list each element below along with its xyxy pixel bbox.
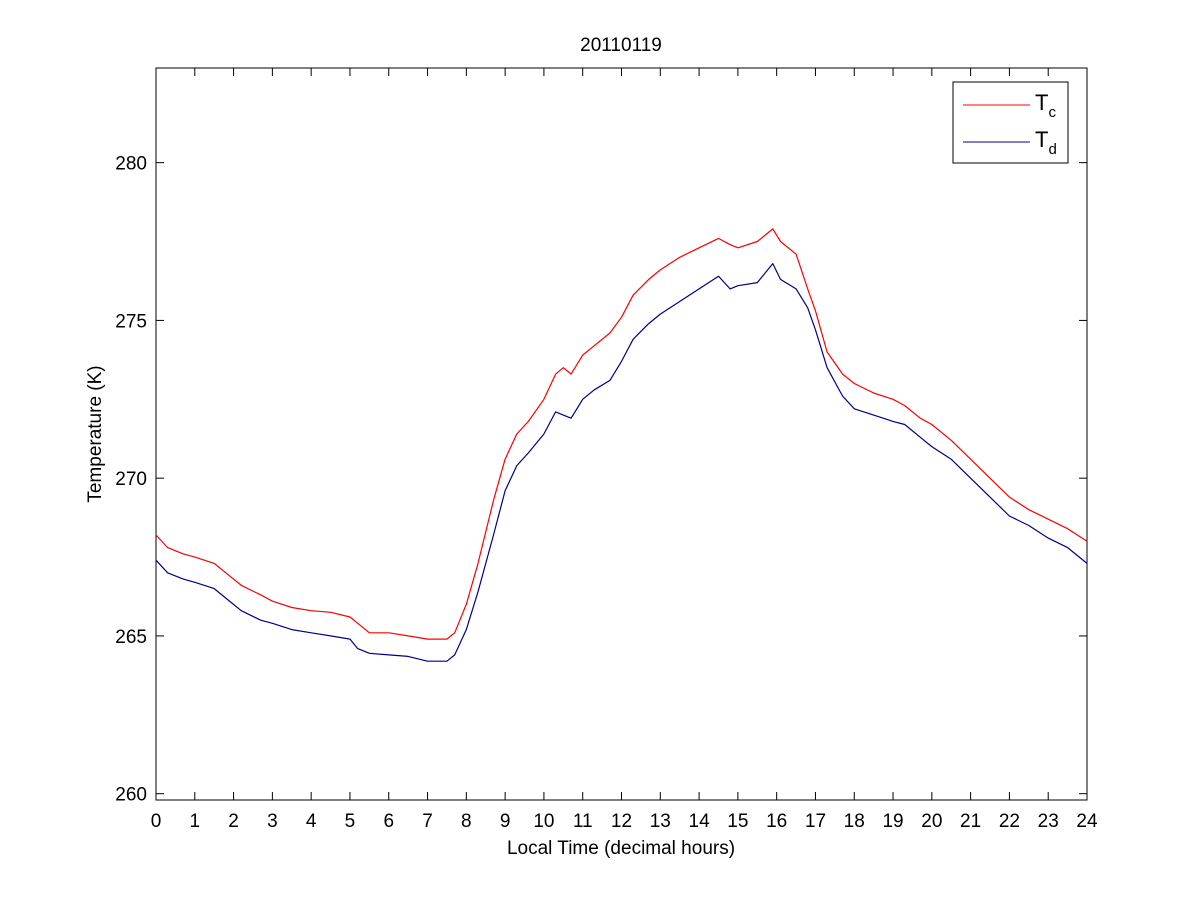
x-tick-label: 3 [267, 811, 278, 832]
x-tick-label: 14 [689, 811, 711, 832]
x-tick-label: 12 [611, 811, 632, 832]
x-tick-label: 0 [151, 811, 162, 832]
series-layer [155, 228, 1088, 662]
legend-label-tc-main: T [1035, 90, 1048, 115]
x-tick-label: 19 [882, 811, 903, 832]
legend: Tc Td [952, 81, 1069, 164]
x-tick-label: 17 [805, 811, 826, 832]
chart-title: 20110119 [580, 35, 662, 56]
x-tick-label: 6 [383, 811, 394, 832]
x-tick-label: 15 [727, 811, 748, 832]
series-line-tc [155, 228, 1088, 640]
x-tick-label: 16 [766, 811, 787, 832]
legend-box [952, 81, 1069, 164]
x-tick-label: 11 [573, 811, 593, 832]
x-tick-label: 18 [844, 811, 865, 832]
x-tick-label: 8 [461, 811, 472, 832]
y-tick-label: 275 [115, 311, 147, 332]
x-tick-label: 2 [228, 811, 239, 832]
legend-label-td-main: T [1035, 127, 1048, 152]
x-tick-label: 24 [1076, 811, 1098, 832]
x-tick-label: 20 [921, 811, 942, 832]
legend-label-td: Td [1035, 127, 1057, 158]
series-line-td [155, 263, 1088, 662]
x-tick-label: 7 [422, 811, 433, 832]
legend-label-tc: Tc [1035, 90, 1056, 121]
legend-label-tc-subscript: c [1048, 104, 1056, 121]
x-tick-label: 21 [960, 811, 981, 832]
y-tick-label: 280 [115, 154, 147, 175]
x-tick-label: 9 [500, 811, 511, 832]
x-tick-label: 23 [1038, 811, 1059, 832]
x-tick-label: 13 [650, 811, 671, 832]
y-tick-label: 265 [115, 627, 147, 648]
legend-label-td-subscript: d [1048, 141, 1056, 158]
y-tick-label: 260 [115, 785, 147, 806]
x-tick-label: 1 [190, 811, 201, 832]
x-tick-label: 22 [999, 811, 1020, 832]
y-tick-label: 270 [115, 469, 147, 490]
y-axis: 260 265 270 275 280 [115, 154, 1087, 806]
plot-area [155, 67, 1088, 801]
x-tick-label: 5 [345, 811, 356, 832]
x-axis-label: Local Time (decimal hours) [507, 838, 735, 859]
y-axis-label: Temperature (K) [85, 365, 106, 502]
x-tick-label: 10 [533, 811, 554, 832]
x-axis: 0 1 2 3 4 5 6 7 8 9 10 11 12 13 14 15 16 17 18 19 20 21 22 23 24 [151, 68, 1098, 832]
x-tick-label: 4 [306, 811, 317, 832]
